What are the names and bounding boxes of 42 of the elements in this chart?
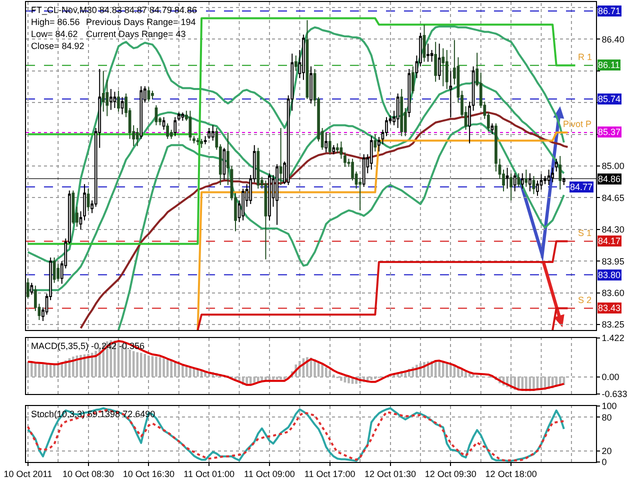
y-tick-label: 80 bbox=[602, 412, 612, 422]
ref-line-label: 84.77 bbox=[570, 182, 593, 192]
x-tick-label: 10 Oct 08:30 bbox=[62, 468, 114, 479]
ref-line-label: 86.11 bbox=[598, 60, 620, 70]
y-tick-label: 83.25 bbox=[602, 320, 624, 330]
ref-line-label: 84.17 bbox=[598, 236, 621, 246]
ref-line-label: 83.43 bbox=[598, 303, 621, 313]
ref-line-label: 86.71 bbox=[598, 6, 621, 16]
y-tick-label: 83.95 bbox=[602, 256, 624, 266]
y-tick-label: 0 bbox=[602, 457, 607, 468]
annotation: S 1 bbox=[578, 228, 592, 238]
y-tick-label: 83.60 bbox=[602, 288, 624, 298]
annotation: High= 86.56 bbox=[31, 17, 80, 27]
annotation: S 2 bbox=[578, 295, 592, 305]
annotation: Previous Days Range= 194 bbox=[86, 17, 196, 27]
annotation: Current Days Range= 43 bbox=[86, 29, 186, 39]
ref-line-label: 85.74 bbox=[598, 94, 621, 104]
ref-line-label: 85.37 bbox=[598, 127, 621, 137]
y-tick-label: 85.00 bbox=[602, 161, 624, 172]
ref-line-label: 84.86 bbox=[598, 174, 621, 184]
ref-line-label: 83.80 bbox=[598, 270, 621, 280]
y-tick-label: 86.40 bbox=[602, 34, 624, 44]
y-tick-label: -0.633 bbox=[602, 389, 628, 400]
x-tick-label: 12 Oct 18:00 bbox=[485, 468, 537, 479]
annotation: Pivot P bbox=[563, 119, 592, 129]
x-tick-label: 10 Oct 16:30 bbox=[122, 468, 174, 479]
y-tick-label: 84.30 bbox=[602, 224, 624, 235]
y-tick-label: 1.422 bbox=[602, 333, 624, 344]
y-tick-label: 20 bbox=[602, 446, 612, 456]
x-tick-label: 12 Oct 09:30 bbox=[424, 468, 476, 479]
x-tick-label: 11 Oct 09:00 bbox=[244, 468, 295, 479]
y-tick-label: 84.65 bbox=[602, 192, 624, 203]
y-tick-label: 0.00 bbox=[602, 372, 620, 382]
annotation: R 1 bbox=[578, 52, 592, 62]
chart-title: FT_CL-Nov,M30 84.83 84.87 84.79 84.86 bbox=[31, 5, 197, 15]
annotation: Close= 84.92 bbox=[31, 41, 84, 51]
y-tick-label: 100 bbox=[602, 401, 617, 412]
x-tick-label: 11 Oct 17:00 bbox=[304, 468, 356, 479]
x-tick-label: 10 Oct 2011 bbox=[4, 468, 52, 479]
x-tick-label: 12 Oct 01:30 bbox=[364, 468, 416, 479]
annotation: Low= 84.62 bbox=[31, 29, 78, 39]
x-tick-label: 11 Oct 01:00 bbox=[184, 468, 235, 479]
